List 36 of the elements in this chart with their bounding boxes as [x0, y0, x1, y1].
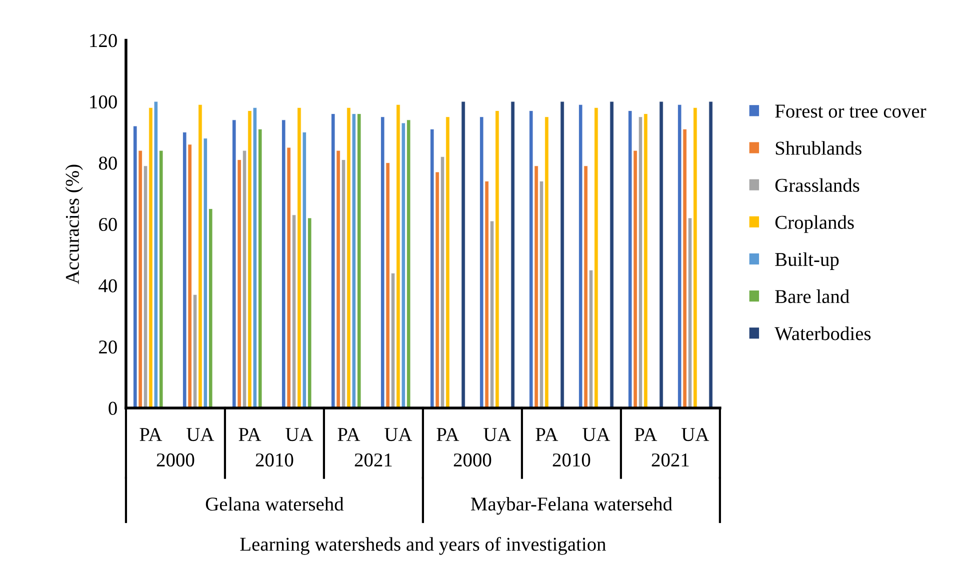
- x-tick-label: UA: [484, 428, 512, 442]
- y-tick-label: 20: [99, 340, 117, 354]
- x-tick-label: UA: [186, 428, 214, 442]
- text: Maybar-Felana watersehd: [470, 496, 672, 515]
- y-tick-label: 0: [108, 402, 117, 415]
- text: 2000: [156, 453, 194, 467]
- x-tick-label: UA: [384, 428, 412, 442]
- text: 2000: [454, 453, 492, 467]
- y-tick-label: 80: [98, 156, 117, 170]
- legend-label: Shrublands: [776, 141, 862, 155]
- y-tick-label: 60: [99, 218, 117, 232]
- text: Gelana watersehd: [206, 497, 344, 511]
- y-tick-label: 100: [90, 95, 117, 108]
- y-tick-label: 120: [90, 34, 117, 48]
- x-tick-label: PA: [436, 428, 460, 441]
- text: 2021: [354, 453, 392, 467]
- text: 2010: [552, 453, 590, 467]
- legend-label: Built-up: [775, 252, 839, 270]
- x-tick-label: PA: [238, 428, 262, 441]
- x-axis-title: Learning watersheds and years of investigation: [240, 536, 606, 555]
- text: 2021: [652, 453, 689, 467]
- text: 2010: [256, 453, 294, 467]
- legend-label: Waterbodies: [774, 326, 871, 340]
- legend-label: Croplands: [775, 215, 854, 233]
- x-tick-label: PA: [338, 428, 360, 441]
- legend-label: Grasslands: [775, 178, 860, 192]
- x-tick-label: UA: [582, 428, 610, 442]
- x-tick-label: PA: [140, 428, 162, 441]
- x-tick-label: UA: [682, 428, 710, 442]
- legend-label: Bare land: [775, 289, 850, 304]
- y-tick-label: 40: [98, 279, 117, 292]
- x-tick-label: UA: [286, 428, 314, 442]
- y-axis-title: Accuracies (%): [65, 164, 83, 284]
- x-tick-label: PA: [634, 428, 658, 441]
- legend-label: Forest or tree cover: [775, 104, 926, 118]
- x-tick-label: PA: [536, 428, 558, 441]
